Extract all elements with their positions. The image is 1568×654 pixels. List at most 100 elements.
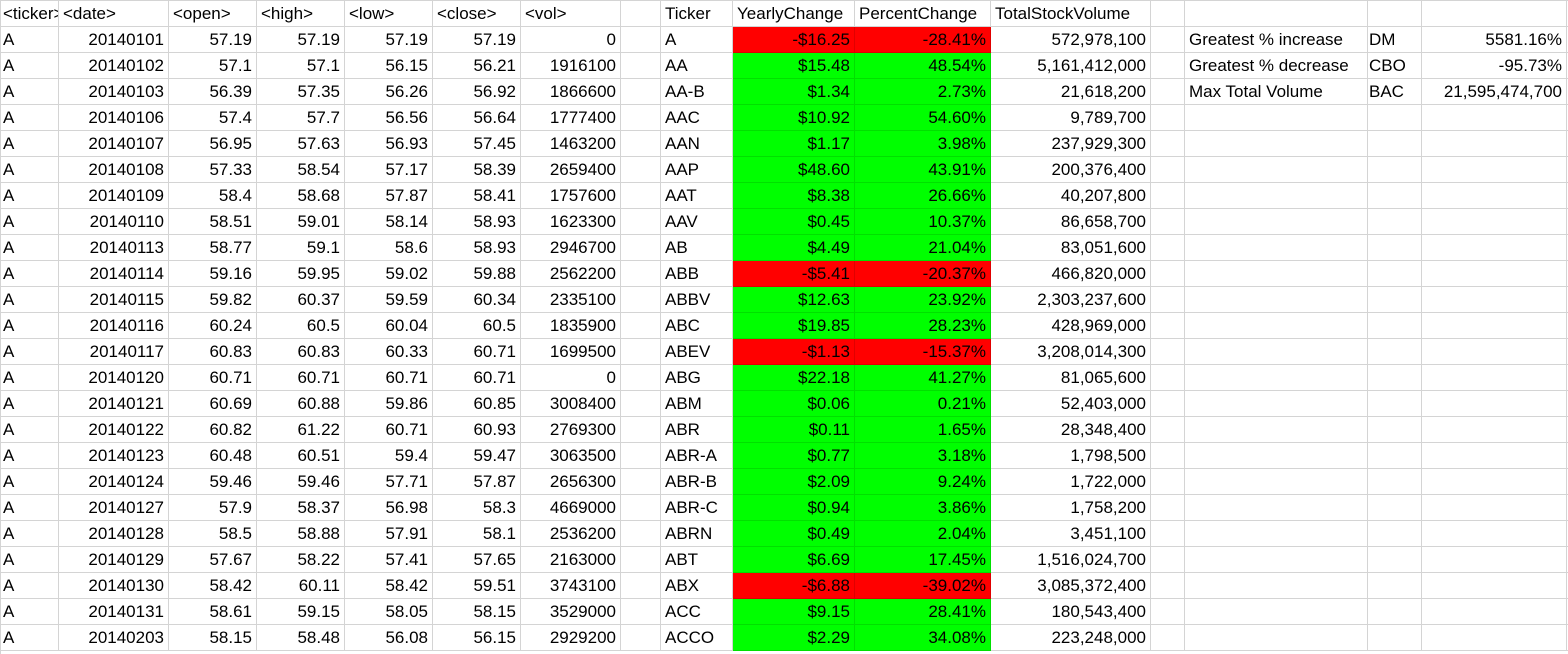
empty-cell[interactable] bbox=[1368, 235, 1422, 261]
empty-cell[interactable] bbox=[1368, 443, 1422, 469]
total-volume-cell[interactable]: 466,820,000 bbox=[991, 261, 1151, 287]
summary-ticker-cell[interactable]: ABC bbox=[661, 313, 733, 339]
percent-change-cell[interactable]: 28.23% bbox=[855, 313, 991, 339]
empty-cell[interactable] bbox=[1368, 261, 1422, 287]
data-cell[interactable]: 20140103 bbox=[59, 79, 169, 105]
data-cell[interactable]: 20140109 bbox=[59, 183, 169, 209]
data-cell[interactable]: A bbox=[1, 183, 59, 209]
total-volume-cell[interactable]: 5,161,412,000 bbox=[991, 53, 1151, 79]
data-cell[interactable]: 58.42 bbox=[169, 573, 257, 599]
data-cell[interactable]: 20140102 bbox=[59, 53, 169, 79]
empty-cell[interactable] bbox=[1422, 131, 1567, 157]
data-cell[interactable]: 56.08 bbox=[345, 625, 433, 651]
empty-cell[interactable] bbox=[1151, 287, 1185, 313]
empty-cell[interactable] bbox=[1422, 469, 1567, 495]
data-cell[interactable]: 60.85 bbox=[433, 391, 521, 417]
data-cell[interactable]: 20140129 bbox=[59, 547, 169, 573]
data-cell[interactable]: 59.46 bbox=[169, 469, 257, 495]
data-cell[interactable]: 59.59 bbox=[345, 287, 433, 313]
data-cell[interactable]: 58.3 bbox=[433, 495, 521, 521]
summary-ticker-cell[interactable]: ABT bbox=[661, 547, 733, 573]
header-cell[interactable]: <low> bbox=[345, 1, 433, 27]
empty-cell[interactable] bbox=[1368, 521, 1422, 547]
empty-cell[interactable] bbox=[1151, 53, 1185, 79]
greatest-value-cell[interactable]: 21,595,474,700 bbox=[1422, 79, 1567, 105]
empty-cell[interactable] bbox=[1368, 287, 1422, 313]
empty-cell[interactable] bbox=[1422, 157, 1567, 183]
data-cell[interactable]: 2536200 bbox=[521, 521, 621, 547]
empty-cell[interactable] bbox=[1368, 547, 1422, 573]
data-cell[interactable]: 20140113 bbox=[59, 235, 169, 261]
summary-ticker-cell[interactable]: AAN bbox=[661, 131, 733, 157]
yearly-change-cell[interactable]: $0.11 bbox=[733, 417, 855, 443]
data-cell[interactable]: 2946700 bbox=[521, 235, 621, 261]
data-cell[interactable]: 60.88 bbox=[257, 391, 345, 417]
data-cell[interactable]: 20140121 bbox=[59, 391, 169, 417]
total-volume-cell[interactable]: 200,376,400 bbox=[991, 157, 1151, 183]
yearly-change-cell[interactable]: -$1.13 bbox=[733, 339, 855, 365]
empty-cell[interactable] bbox=[1151, 313, 1185, 339]
data-cell[interactable]: 60.5 bbox=[257, 313, 345, 339]
percent-change-cell[interactable]: 0.21% bbox=[855, 391, 991, 417]
data-cell[interactable]: 20140131 bbox=[59, 599, 169, 625]
header-cell[interactable]: <date> bbox=[59, 1, 169, 27]
summary-ticker-cell[interactable]: ABR-A bbox=[661, 443, 733, 469]
data-cell[interactable]: 56.95 bbox=[169, 131, 257, 157]
data-cell[interactable]: 58.88 bbox=[257, 521, 345, 547]
data-cell[interactable]: A bbox=[1, 417, 59, 443]
percent-change-cell[interactable]: -20.37% bbox=[855, 261, 991, 287]
summary-ticker-cell[interactable]: ABM bbox=[661, 391, 733, 417]
data-cell[interactable]: A bbox=[1, 131, 59, 157]
data-cell[interactable]: 57.1 bbox=[169, 53, 257, 79]
summary-ticker-cell[interactable]: ABB bbox=[661, 261, 733, 287]
data-cell[interactable]: 2656300 bbox=[521, 469, 621, 495]
yearly-change-cell[interactable]: $9.15 bbox=[733, 599, 855, 625]
data-cell[interactable]: 1463200 bbox=[521, 131, 621, 157]
header-cell[interactable] bbox=[1368, 1, 1422, 27]
empty-cell[interactable] bbox=[621, 625, 661, 651]
empty-cell[interactable] bbox=[1368, 391, 1422, 417]
data-cell[interactable]: 59.46 bbox=[257, 469, 345, 495]
percent-change-cell[interactable]: 3.18% bbox=[855, 443, 991, 469]
yearly-change-cell[interactable]: $0.94 bbox=[733, 495, 855, 521]
summary-ticker-cell[interactable]: AAV bbox=[661, 209, 733, 235]
yearly-change-cell[interactable]: $6.69 bbox=[733, 547, 855, 573]
empty-cell[interactable] bbox=[621, 79, 661, 105]
data-cell[interactable]: 1777400 bbox=[521, 105, 621, 131]
summary-ticker-cell[interactable]: AA bbox=[661, 53, 733, 79]
empty-cell[interactable] bbox=[1368, 105, 1422, 131]
header-cell[interactable]: <vol> bbox=[521, 1, 621, 27]
data-cell[interactable]: 1757600 bbox=[521, 183, 621, 209]
data-cell[interactable]: 56.98 bbox=[345, 495, 433, 521]
data-cell[interactable]: 4669000 bbox=[521, 495, 621, 521]
empty-cell[interactable] bbox=[1185, 417, 1368, 443]
data-cell[interactable]: 60.83 bbox=[257, 339, 345, 365]
data-cell[interactable]: 20140108 bbox=[59, 157, 169, 183]
empty-cell[interactable] bbox=[1185, 339, 1368, 365]
data-cell[interactable]: 60.71 bbox=[433, 339, 521, 365]
empty-cell[interactable] bbox=[1368, 469, 1422, 495]
data-cell[interactable]: A bbox=[1, 599, 59, 625]
empty-cell[interactable] bbox=[1151, 417, 1185, 443]
percent-change-cell[interactable]: 48.54% bbox=[855, 53, 991, 79]
data-cell[interactable]: 60.48 bbox=[169, 443, 257, 469]
data-cell[interactable]: 58.14 bbox=[345, 209, 433, 235]
yearly-change-cell[interactable]: -$5.41 bbox=[733, 261, 855, 287]
yearly-change-cell[interactable]: $48.60 bbox=[733, 157, 855, 183]
data-cell[interactable]: A bbox=[1, 209, 59, 235]
summary-ticker-cell[interactable]: ABR-C bbox=[661, 495, 733, 521]
data-cell[interactable]: 0 bbox=[521, 27, 621, 53]
percent-change-cell[interactable]: 23.92% bbox=[855, 287, 991, 313]
percent-change-cell[interactable]: 10.37% bbox=[855, 209, 991, 235]
summary-ticker-cell[interactable]: ABEV bbox=[661, 339, 733, 365]
data-cell[interactable]: 20140110 bbox=[59, 209, 169, 235]
total-volume-cell[interactable]: 9,789,700 bbox=[991, 105, 1151, 131]
total-volume-cell[interactable]: 40,207,800 bbox=[991, 183, 1151, 209]
data-cell[interactable]: 58.54 bbox=[257, 157, 345, 183]
data-cell[interactable]: 2335100 bbox=[521, 287, 621, 313]
empty-cell[interactable] bbox=[1185, 547, 1368, 573]
data-cell[interactable]: A bbox=[1, 105, 59, 131]
data-cell[interactable]: 60.24 bbox=[169, 313, 257, 339]
data-cell[interactable]: 60.33 bbox=[345, 339, 433, 365]
summary-ticker-cell[interactable]: ABG bbox=[661, 365, 733, 391]
